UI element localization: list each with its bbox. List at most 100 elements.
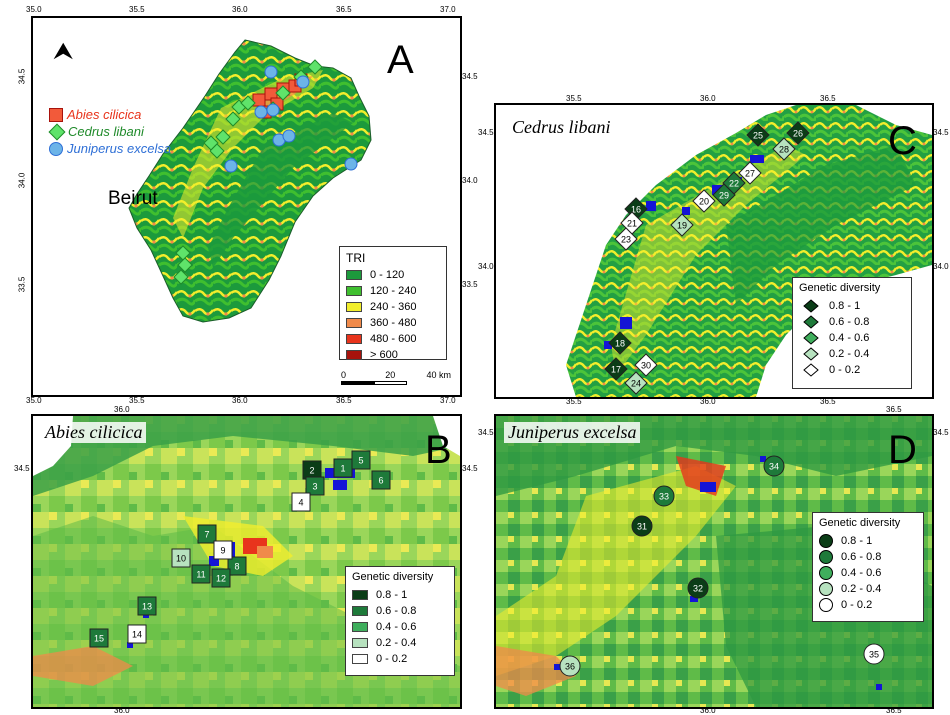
panel-a-tri-map: ⮝ A Beirut Abies cilicica Cedrus libani … <box>31 16 462 397</box>
species-legend-juniperus: Juniperus excelsa <box>49 140 171 157</box>
site-square-icon <box>137 596 157 616</box>
site-marker-34: 34 <box>763 455 785 477</box>
site-id-label: 12 <box>216 574 226 584</box>
juniperus-label: Juniperus excelsa <box>67 141 172 156</box>
abies-marker-icon <box>49 107 63 122</box>
tick-label: 34.0 <box>478 262 494 271</box>
site-marker-12: 12 <box>211 568 231 588</box>
gd-legend-title: Genetic diversity <box>819 517 901 529</box>
tick-label: 36.5 <box>336 396 352 405</box>
gd-swatch <box>352 590 368 600</box>
gd-diamond-icon <box>803 363 819 377</box>
site-marker-29: 29 <box>712 183 736 207</box>
tri-legend-title: TRI <box>346 251 366 265</box>
site-diamond-icon <box>712 183 736 207</box>
gd-swatch <box>352 622 368 632</box>
tick-label: 34.5 <box>478 428 494 437</box>
site-square-icon <box>213 540 233 560</box>
gd-legend-row: 0 - 0.2 <box>819 597 917 613</box>
site-diamond-icon <box>772 137 796 161</box>
tick-label: 37.0 <box>440 5 456 14</box>
site-marker-35: 35 <box>863 643 885 665</box>
site-marker-27: 27 <box>738 161 762 185</box>
site-circle-icon <box>687 577 709 599</box>
gd-legend-row: 0.4 - 0.6 <box>799 330 905 346</box>
site-marker-13: 13 <box>137 596 157 616</box>
tick-label: 34.5 <box>14 464 30 473</box>
site-square-icon <box>197 524 217 544</box>
site-diamond-icon <box>614 227 638 251</box>
site-id-label: 29 <box>719 191 729 201</box>
panel-letter-c: C <box>888 119 917 163</box>
gd-circle-icon <box>819 534 833 548</box>
scale-end: 40 km <box>426 370 451 380</box>
tick-label: 35.0 <box>26 5 42 14</box>
site-square-icon <box>371 470 391 490</box>
tick-label: 34.0 <box>462 176 478 185</box>
gd-legend-row: 0.6 - 0.8 <box>799 314 905 330</box>
site-id-label: 16 <box>631 205 641 215</box>
site-id-label: 25 <box>753 131 763 141</box>
site-marker-32: 32 <box>687 577 709 599</box>
tick-label: 36.0 <box>114 706 130 715</box>
site-id-label: 7 <box>204 530 209 540</box>
tick-label: 34.5 <box>933 128 949 137</box>
species-legend-abies: Abies cilicica <box>49 106 171 123</box>
tick-label: 36.0 <box>232 396 248 405</box>
site-circle-icon <box>653 485 675 507</box>
gd-legend-row: 0.6 - 0.8 <box>819 549 917 565</box>
tick-label: 34.5 <box>462 72 478 81</box>
site-square-icon <box>291 492 311 512</box>
site-marker-7: 7 <box>197 524 217 544</box>
gd-swatch <box>352 606 368 616</box>
gd-legend-row: 0.8 - 1 <box>819 533 917 549</box>
gd-legend-row: 0.6 - 0.8 <box>352 603 448 619</box>
gd-legend-label: 0.6 - 0.8 <box>376 605 417 617</box>
site-id-label: 18 <box>615 339 625 349</box>
site-id-label: 11 <box>196 570 205 580</box>
site-id-label: 10 <box>176 554 186 564</box>
gd-circle-icon <box>819 598 833 612</box>
gd-legend-title: Genetic diversity <box>799 282 881 294</box>
site-square-icon <box>89 628 109 648</box>
tri-legend-row: 120 - 240 <box>346 283 440 299</box>
site-marker-30: 30 <box>634 353 658 377</box>
tri-legend-row: 240 - 360 <box>346 299 440 315</box>
site-id-label: 9 <box>220 546 225 556</box>
site-id-label: 30 <box>641 361 651 371</box>
juniperus-marker-icon <box>49 141 63 156</box>
gd-circle-icon <box>819 550 833 564</box>
site-marker-14: 14 <box>127 624 147 644</box>
panel-letter-b: B <box>425 428 452 472</box>
gd-legend-row: 0 - 0.2 <box>799 362 905 378</box>
panel-b-abies-map: Abies cilicica B 1 2 3 4 5 6 7 8 9 10 11 12 13 14 15 G… <box>31 414 462 709</box>
scale-zero: 0 <box>341 370 347 380</box>
gd-legend-row: 0.8 - 1 <box>799 298 905 314</box>
tick-label: 33.5 <box>17 276 27 293</box>
tick-label: 34.5 <box>478 128 494 137</box>
scale-bar: 0 20 40 km <box>341 370 451 390</box>
tick-label: 37.0 <box>440 396 456 405</box>
tick-label: 36.0 <box>700 706 716 715</box>
abies-gd-legend: Genetic diversity 0.8 - 1 0.6 - 0.8 0.4 … <box>345 566 455 676</box>
tick-label: 36.5 <box>336 5 352 14</box>
site-diamond-icon <box>670 213 694 237</box>
tick-label: 34.0 <box>17 172 27 189</box>
tri-legend-row: 480 - 600 <box>346 331 440 347</box>
site-id-label: 34 <box>769 462 779 472</box>
site-circle-icon <box>763 455 785 477</box>
gd-legend-label: 0.8 - 1 <box>376 589 408 601</box>
tick-label: 34.5 <box>462 464 478 473</box>
gd-diamond-icon <box>803 347 819 361</box>
species-legend-cedrus: Cedrus libani <box>48 123 171 140</box>
site-id-label: 5 <box>358 456 363 466</box>
tick-label: 35.5 <box>129 5 145 14</box>
tick-label: 36.5 <box>820 397 836 406</box>
panel-c-title: Cedrus libani <box>508 117 615 138</box>
site-marker-15: 15 <box>89 628 109 648</box>
site-id-label: 4 <box>298 498 303 508</box>
abies-label: Abies cilicica <box>67 107 142 122</box>
panel-b-title: Abies cilicica <box>41 422 147 443</box>
site-id-label: 36 <box>565 662 575 672</box>
site-marker-31: 31 <box>631 515 653 537</box>
